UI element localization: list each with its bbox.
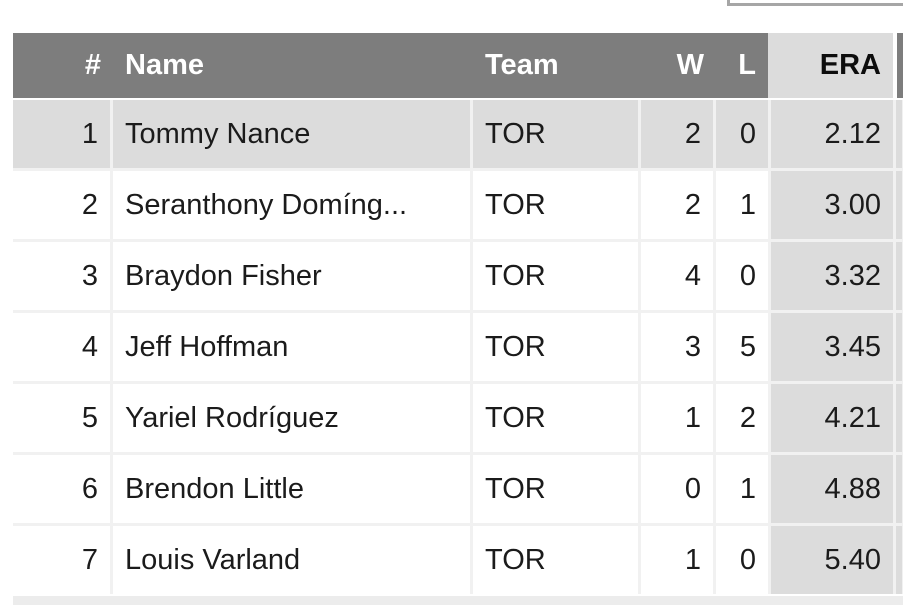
table-row[interactable]: 2 Seranthony Domíng... TOR 2 1 3.00: [13, 171, 903, 239]
era-cell: 4.21: [771, 384, 893, 452]
losses-cell: 5: [716, 313, 768, 381]
rank-cell: 1: [13, 100, 110, 168]
rank-cell: 5: [13, 384, 110, 452]
header-losses[interactable]: L: [716, 33, 768, 98]
next-column-cutoff-cell: [896, 242, 902, 310]
rank-cell: 7: [13, 526, 110, 594]
next-column-cutoff-cell: [896, 455, 902, 523]
table-row[interactable]: 7 Louis Varland TOR 1 0 5.40: [13, 526, 903, 594]
header-rank[interactable]: #: [13, 33, 113, 98]
name-cell: Brendon Little: [113, 455, 470, 523]
wins-cell: 3: [641, 313, 713, 381]
table-bottom-strip: [13, 596, 903, 605]
wins-cell: 4: [641, 242, 713, 310]
rank-cell: 3: [13, 242, 110, 310]
name-cell: Yariel Rodríguez: [113, 384, 470, 452]
team-cell: TOR: [473, 100, 638, 168]
header-gap: [893, 33, 897, 98]
rank-cell: 2: [13, 171, 110, 239]
header-era[interactable]: ERA: [768, 33, 893, 98]
table-body: 1 Tommy Nance TOR 2 0 2.12 2 Seranthony …: [13, 100, 903, 594]
table-row[interactable]: 3 Braydon Fisher TOR 4 0 3.32: [13, 242, 903, 310]
header-next-column-cutoff: [897, 33, 903, 98]
team-cell: TOR: [473, 526, 638, 594]
wins-cell: 1: [641, 384, 713, 452]
table-row[interactable]: 6 Brendon Little TOR 0 1 4.88: [13, 455, 903, 523]
table-row[interactable]: 4 Jeff Hoffman TOR 3 5 3.45: [13, 313, 903, 381]
team-cell: TOR: [473, 242, 638, 310]
losses-cell: 0: [716, 242, 768, 310]
team-cell: TOR: [473, 171, 638, 239]
rank-cell: 4: [13, 313, 110, 381]
name-cell: Seranthony Domíng...: [113, 171, 470, 239]
next-column-cutoff-cell: [896, 313, 902, 381]
name-cell: Tommy Nance: [113, 100, 470, 168]
era-cell: 3.45: [771, 313, 893, 381]
losses-cell: 2: [716, 384, 768, 452]
name-cell: Braydon Fisher: [113, 242, 470, 310]
wins-cell: 2: [641, 171, 713, 239]
wins-cell: 1: [641, 526, 713, 594]
table-row[interactable]: 5 Yariel Rodríguez TOR 1 2 4.21: [13, 384, 903, 452]
losses-cell: 1: [716, 455, 768, 523]
next-column-cutoff-cell: [896, 526, 902, 594]
team-cell: TOR: [473, 313, 638, 381]
name-cell: Louis Varland: [113, 526, 470, 594]
era-cell: 3.32: [771, 242, 893, 310]
cutoff-control[interactable]: [727, 0, 903, 6]
next-column-cutoff-cell: [896, 384, 902, 452]
name-cell: Jeff Hoffman: [113, 313, 470, 381]
rank-cell: 6: [13, 455, 110, 523]
next-column-cutoff-cell: [896, 100, 902, 168]
pitching-stats-table: # Name Team W L ERA 1 Tommy Nance TOR 2 …: [13, 33, 903, 605]
wins-cell: 2: [641, 100, 713, 168]
table-row[interactable]: 1 Tommy Nance TOR 2 0 2.12: [13, 100, 903, 168]
wins-cell: 0: [641, 455, 713, 523]
team-cell: TOR: [473, 384, 638, 452]
table-header-row: # Name Team W L ERA: [13, 33, 903, 98]
header-name[interactable]: Name: [113, 33, 473, 98]
era-cell: 2.12: [771, 100, 893, 168]
era-cell: 3.00: [771, 171, 893, 239]
losses-cell: 0: [716, 526, 768, 594]
header-team[interactable]: Team: [473, 33, 641, 98]
next-column-cutoff-cell: [896, 171, 902, 239]
losses-cell: 1: [716, 171, 768, 239]
losses-cell: 0: [716, 100, 768, 168]
team-cell: TOR: [473, 455, 638, 523]
era-cell: 5.40: [771, 526, 893, 594]
header-wins[interactable]: W: [641, 33, 716, 98]
era-cell: 4.88: [771, 455, 893, 523]
